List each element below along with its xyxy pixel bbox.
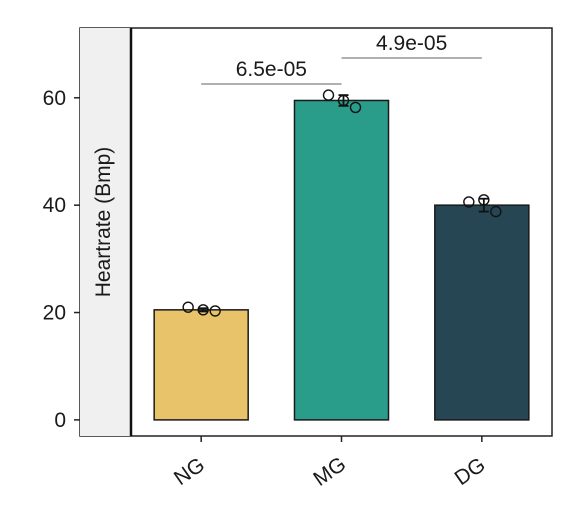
- error-bars: [198, 94, 489, 313]
- data-point: [197, 304, 209, 316]
- y-tick-label: 40: [43, 194, 66, 217]
- data-point: [490, 205, 502, 218]
- data-points: [182, 89, 502, 317]
- x-tick-label: NG: [170, 453, 209, 490]
- x-ticks: NG MG DG: [170, 436, 490, 491]
- data-point: [349, 101, 362, 114]
- data-point: [322, 89, 335, 101]
- data-point: [478, 194, 490, 206]
- significance-label: 6.5e-05: [236, 58, 307, 81]
- y-tick-label: 0: [54, 409, 66, 432]
- bars: [153, 99, 530, 421]
- bar-mg: [293, 99, 390, 421]
- data-point: [209, 305, 221, 317]
- bar-ng: [153, 309, 249, 421]
- y-tick-label: 20: [43, 302, 66, 325]
- y-tick-label: 60: [43, 87, 66, 110]
- y-ticks: 0 20 40 60: [43, 87, 80, 432]
- data-point: [337, 94, 350, 107]
- y-axis-strip: [80, 28, 131, 436]
- y-axis-title: Heartrate (Bmp): [92, 147, 115, 298]
- significance-label: 4.9e-05: [376, 32, 447, 55]
- data-point: [463, 196, 475, 208]
- significance-annotations: 6.5e-05 4.9e-05: [201, 32, 482, 85]
- x-tick-label: MG: [309, 453, 350, 491]
- data-point: [182, 301, 194, 313]
- bar-dg: [434, 204, 530, 421]
- x-tick-label: DG: [451, 453, 490, 490]
